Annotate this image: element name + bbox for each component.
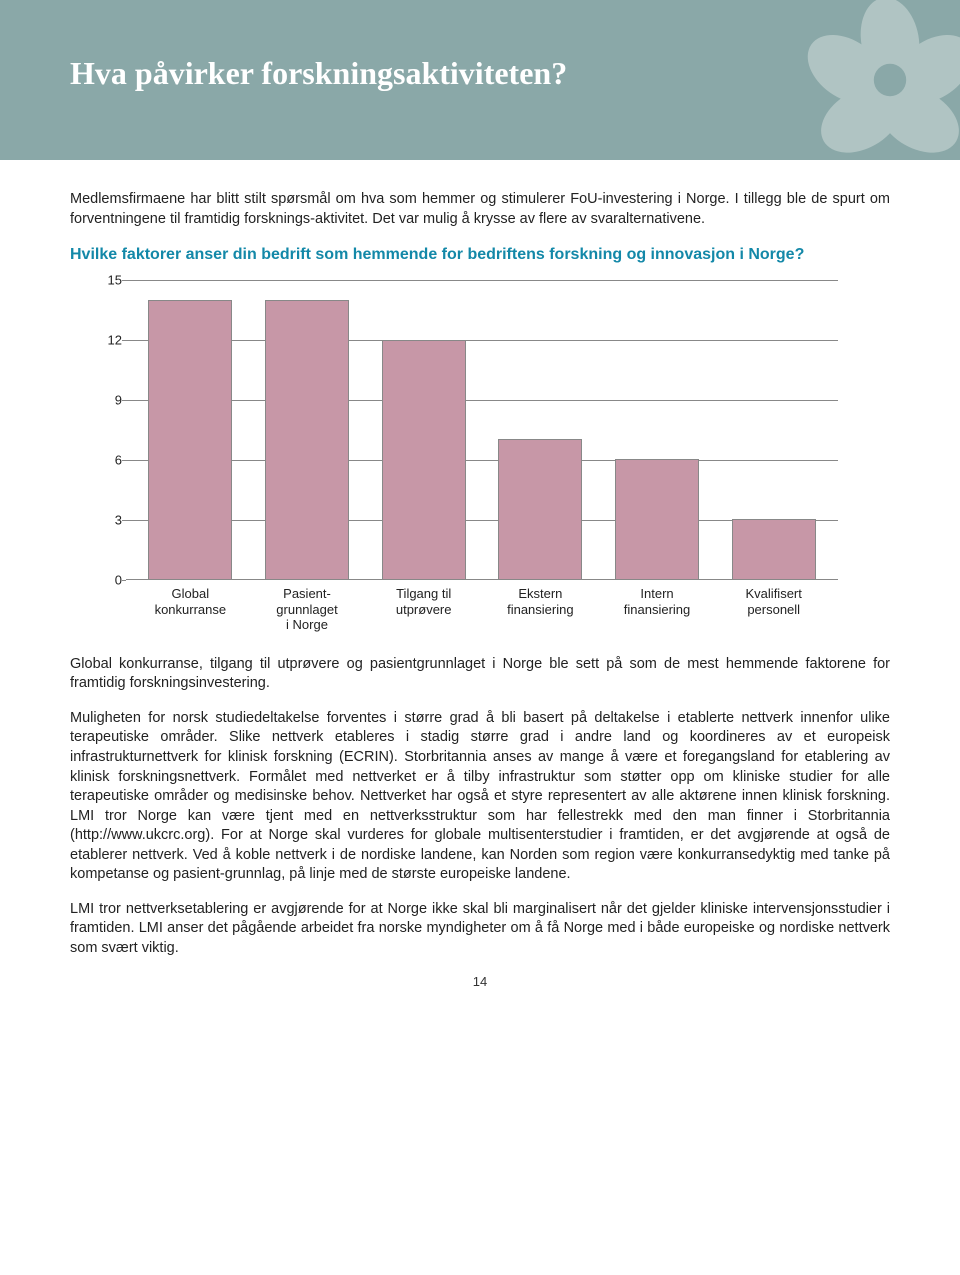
chart-bar (265, 300, 349, 579)
chart-bar-slot (132, 280, 249, 579)
chart-title: Hvilke faktorer anser din bedrift som he… (70, 245, 890, 266)
chart-y-tick-label: 0 (98, 572, 122, 587)
chart-x-label: Kvalifisertpersonell (715, 586, 832, 633)
chart-x-label: Tilgang tilutprøvere (365, 586, 482, 633)
flower-icon (800, 0, 960, 170)
chart-y-tick-label: 6 (98, 452, 122, 467)
chart-y-tick-label: 9 (98, 392, 122, 407)
intro-paragraph: Medlemsfirmaene har blitt stilt spørsmål… (70, 190, 890, 229)
page-content: Medlemsfirmaene har blitt stilt spørsmål… (0, 160, 960, 989)
chart-y-tick (122, 580, 126, 581)
header-band: Hva påvirker forskningsaktiviteten? (0, 0, 960, 160)
page-number: 14 (70, 974, 890, 989)
chart-y-tick-label: 15 (98, 272, 122, 287)
chart-bar (615, 459, 699, 579)
chart-bar-slot (599, 280, 716, 579)
chart-bar (148, 300, 232, 579)
chart-bar (498, 439, 582, 579)
chart-x-label: Globalkonkurranse (132, 586, 249, 633)
chart-bar (382, 340, 466, 579)
chart-bar-slot (715, 280, 832, 579)
chart-y-tick-label: 12 (98, 332, 122, 347)
chart-bar-slot (482, 280, 599, 579)
body-paragraph-3: LMI tror nettverksetablering er avgjøren… (70, 900, 890, 959)
body-paragraph-1: Global konkurranse, tilgang til utprøver… (70, 655, 890, 694)
body-paragraph-2: Muligheten for norsk studiedeltakelse fo… (70, 709, 890, 885)
chart-x-label: Internfinansiering (599, 586, 716, 633)
bar-chart: 03691215 GlobalkonkurransePasient-grunnl… (98, 280, 838, 633)
chart-plot-area: 03691215 (126, 280, 838, 580)
chart-x-label: Pasient-grunnlageti Norge (249, 586, 366, 633)
chart-bar-slot (249, 280, 366, 579)
chart-bar (732, 519, 816, 579)
chart-bar-slot (365, 280, 482, 579)
chart-x-label: Eksternfinansiering (482, 586, 599, 633)
chart-y-tick-label: 3 (98, 512, 122, 527)
